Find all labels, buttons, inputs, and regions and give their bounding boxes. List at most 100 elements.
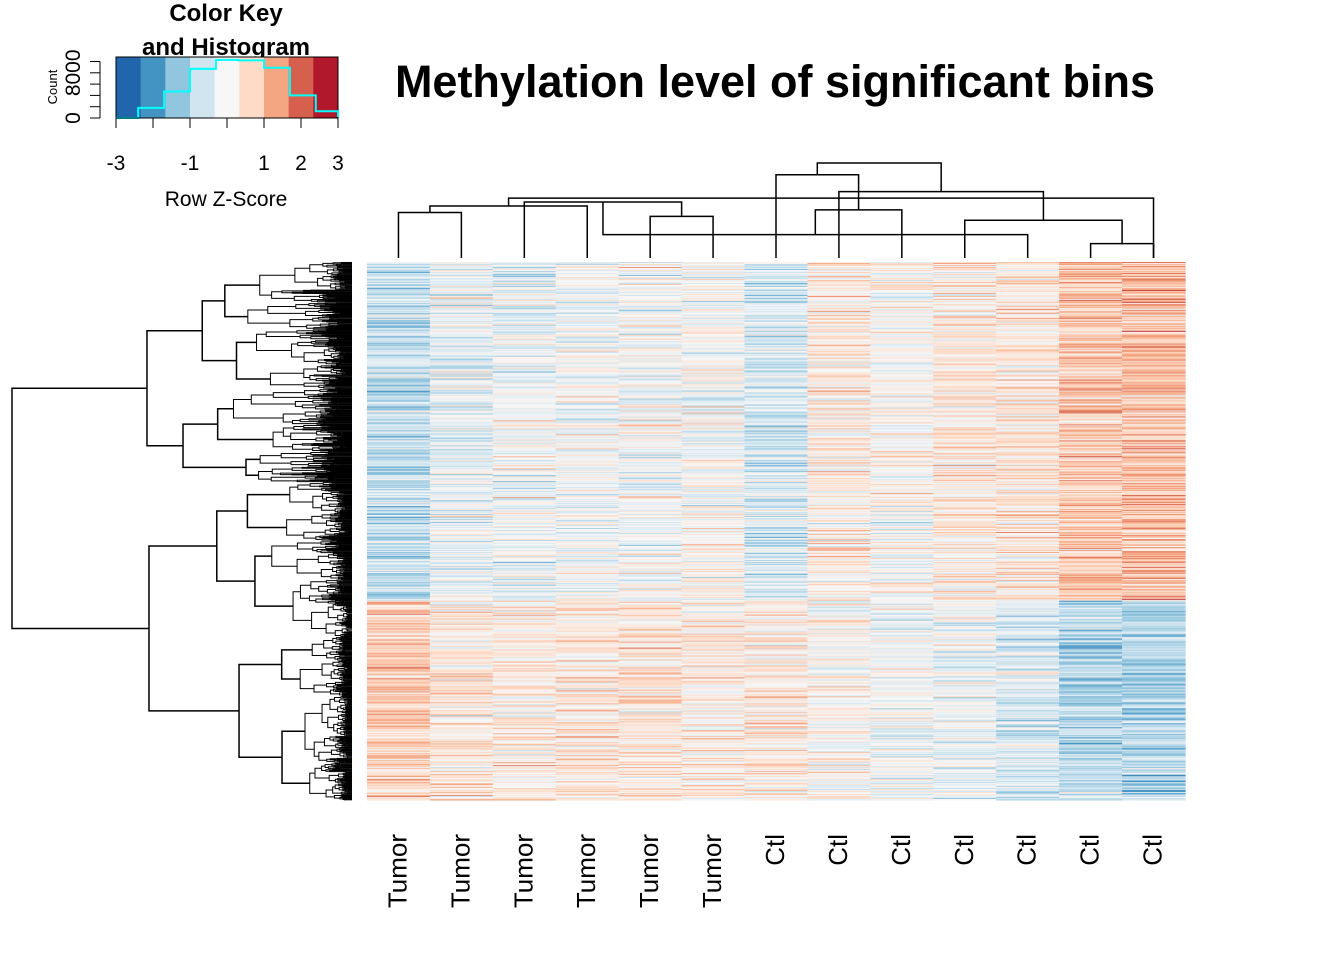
heatmap-cell — [681, 400, 746, 403]
heatmap-cell — [492, 681, 557, 684]
heatmap-cell — [492, 599, 557, 602]
heatmap-cell — [429, 476, 494, 478]
heatmap-cell — [555, 517, 620, 519]
row-dendrogram-branch — [335, 275, 340, 277]
heatmap-cell — [618, 625, 683, 628]
heatmap-cell — [367, 689, 431, 692]
heatmap-cell — [618, 483, 683, 485]
heatmap-cell — [555, 587, 620, 590]
heatmap-cell — [492, 705, 557, 707]
heatmap-cell — [429, 551, 494, 554]
heatmap-cell — [492, 292, 557, 295]
heatmap-cell — [555, 612, 620, 615]
row-dendrogram-branch — [311, 332, 322, 335]
heatmap-cell — [429, 557, 494, 560]
heatmap-cell — [492, 273, 557, 276]
heatmap-cell — [492, 430, 557, 432]
heatmap-cell — [492, 456, 557, 458]
row-dendrogram-branch — [335, 600, 342, 603]
heatmap-cell — [555, 728, 620, 730]
heatmap-cell — [492, 625, 557, 628]
heatmap-cell — [555, 496, 620, 498]
heatmap-cell — [744, 268, 809, 271]
heatmap-cell — [681, 530, 746, 532]
row-dendrogram-branch — [312, 317, 323, 322]
heatmap-cell — [618, 774, 683, 776]
heatmap-cell — [555, 675, 620, 678]
heatmap-cell — [429, 636, 494, 639]
heatmap-cell — [492, 485, 557, 487]
heatmap-cell — [429, 325, 494, 328]
heatmap-cell — [429, 514, 494, 516]
heatmap-cell — [429, 776, 494, 778]
heatmap-cell — [744, 299, 809, 302]
heatmap-cell — [429, 444, 494, 446]
row-dendrogram-branch — [333, 433, 339, 435]
heatmap-cell — [681, 727, 746, 729]
heatmap-cell — [618, 512, 683, 514]
row-dendrogram-branch — [340, 637, 346, 640]
color-key-histogram — [116, 58, 339, 119]
heatmap-cell — [681, 475, 746, 477]
heatmap-cell — [367, 455, 431, 457]
heatmap-cell — [618, 478, 683, 480]
heatmap-cell — [555, 265, 620, 268]
heatmap-cell — [555, 749, 620, 751]
heatmap-cell — [681, 376, 746, 379]
heatmap-cell — [367, 718, 431, 720]
heatmap-cell — [555, 341, 620, 344]
row-dendrogram-branch — [340, 604, 346, 606]
row-dendrogram-branch — [299, 418, 319, 423]
heatmap-cell — [367, 625, 431, 628]
heatmap-cell — [555, 351, 620, 354]
heatmap-cell — [618, 648, 683, 651]
heatmap-cell — [492, 565, 557, 568]
heatmap-cell — [744, 345, 809, 348]
heatmap-cell — [681, 374, 746, 377]
row-dendrogram-branch — [336, 604, 344, 607]
heatmap-cell — [492, 284, 557, 287]
heatmap-cell — [555, 656, 620, 659]
heatmap-cell — [681, 619, 746, 622]
heatmap-cell — [618, 370, 683, 373]
row-dendrogram-branch — [321, 474, 335, 477]
heatmap-cell — [367, 752, 431, 754]
heatmap-cell — [367, 642, 431, 645]
row-dendrogram-branch — [336, 493, 344, 496]
heatmap-cell — [555, 302, 620, 305]
heatmap-cell — [555, 693, 620, 695]
heatmap-cell — [367, 564, 431, 567]
heatmap-cell — [618, 424, 683, 426]
heatmap-cell — [681, 780, 746, 782]
heatmap-cell — [555, 356, 620, 359]
heatmap-cell — [618, 318, 683, 321]
heatmap-cell — [429, 576, 494, 579]
heatmap-cell — [429, 340, 494, 343]
heatmap-cell — [367, 669, 431, 672]
heatmap-cell — [367, 453, 431, 455]
heatmap-cell — [429, 704, 494, 706]
heatmap-cell — [429, 448, 494, 450]
heatmap-cell — [618, 635, 683, 638]
heatmap-cell — [367, 521, 431, 523]
row-dendrogram-branch — [344, 502, 348, 504]
heatmap-cell — [681, 732, 746, 734]
heatmap-cell — [681, 305, 746, 308]
heatmap-cell — [618, 525, 683, 527]
row-dendrogram-branch — [333, 688, 338, 692]
heatmap-cell — [429, 459, 494, 461]
heatmap-cell — [429, 292, 494, 295]
heatmap-cell — [744, 265, 809, 268]
heatmap-cell — [492, 469, 557, 471]
heatmap-cell — [681, 274, 746, 277]
heatmap-cell — [492, 355, 557, 358]
heatmap-cell — [492, 704, 557, 706]
heatmap-cell — [681, 335, 746, 338]
heatmap-cell — [555, 562, 620, 565]
heatmap-cell — [367, 492, 431, 494]
heatmap-cell — [555, 705, 620, 707]
heatmap-cell — [492, 561, 557, 564]
heatmap-cell — [492, 737, 557, 739]
heatmap-cell — [555, 456, 620, 458]
heatmap-cell — [618, 723, 683, 725]
